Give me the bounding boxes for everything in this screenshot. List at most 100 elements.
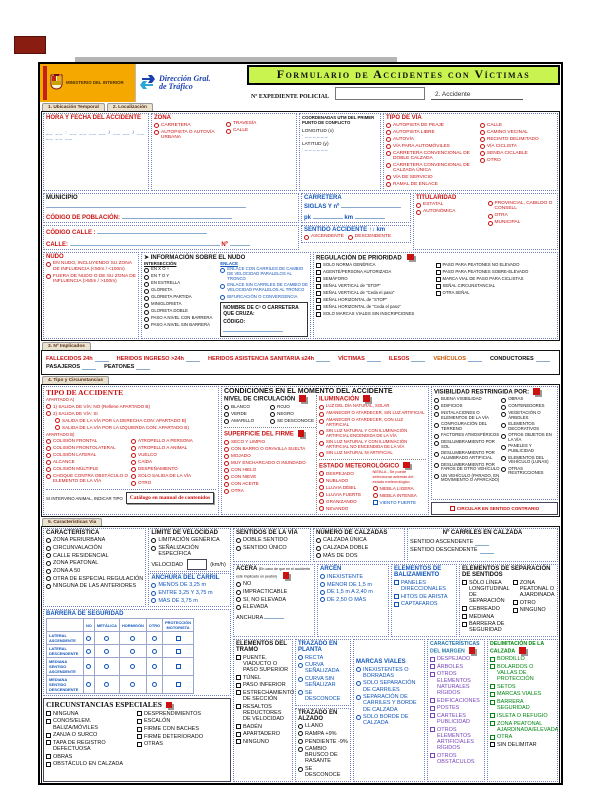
radio-icon[interactable] <box>224 467 229 473</box>
option-en-x-o-[interactable]: EN X O + <box>144 267 220 273</box>
option-traves-a[interactable]: TRAVESÍA <box>226 121 294 127</box>
accidente-tab[interactable]: 2. Accidente <box>431 91 523 100</box>
numero-blank[interactable] <box>229 239 250 246</box>
option-inexistentes-o-borradas[interactable]: INEXISTENTES O BORRADAS <box>356 667 422 679</box>
blank-field[interactable] <box>366 355 381 362</box>
radio-icon[interactable] <box>55 418 60 423</box>
radio-icon[interactable] <box>356 714 361 720</box>
checkbox-icon[interactable] <box>316 284 321 290</box>
option-inexistente[interactable]: INEXISTENTE <box>320 574 386 580</box>
radio-icon[interactable] <box>46 583 51 589</box>
option-factores-atmosf-ricos[interactable]: FACTORES ATMOSFÉRICOS <box>434 432 501 439</box>
radio-icon[interactable] <box>144 295 149 301</box>
radio-icon[interactable] <box>236 537 241 543</box>
influence-marker-icon[interactable] <box>533 388 540 395</box>
option-sentido-ascendente[interactable]: SENTIDO ASCENDENTE <box>410 539 555 546</box>
tab-ubicacion-temporal[interactable]: 1. Ubicación Temporal <box>42 103 105 111</box>
radio-icon[interactable] <box>46 404 51 409</box>
option-glorieta[interactable]: GLORIETA <box>144 288 220 294</box>
option-zona-peatonal-o-ajardinada[interactable]: ZONA PEATONAL O AJARDINADA <box>512 580 555 598</box>
option-autopista-o-autov-a-urbana[interactable]: AUTOPISTA O AUTOVÍA URBANA <box>154 130 222 141</box>
option-en-estrella[interactable]: EN ESTRELLA <box>144 281 220 287</box>
radio-icon[interactable] <box>298 766 303 772</box>
option-vuelco[interactable]: VUELCO <box>131 452 216 458</box>
option-deslumbramiento-por-faros-[interactable]: DESLUMBRAMIENTO POR FAROS DE OTRO VEHÍCU… <box>434 462 501 473</box>
radio-icon[interactable] <box>144 288 149 294</box>
option-con-hielo[interactable]: CON HIELO <box>224 467 316 473</box>
km-blank[interactable] <box>354 212 385 219</box>
checkbox-icon[interactable] <box>236 739 241 745</box>
checkbox-icon[interactable] <box>137 726 142 732</box>
option-sentido-descendente[interactable]: SENTIDO DESCENDENTE <box>410 547 555 555</box>
blank-field[interactable] <box>467 355 482 362</box>
option-paso-para-peatones-sobre-e[interactable]: PASO PARA PEATONES SOBRE-ELEVADO <box>435 269 556 276</box>
option-con-barro-o-gravilla-suelt[interactable]: CON BARRO O GRAVILLA SUELTA <box>224 446 316 452</box>
option-zanja-o-surco[interactable]: ZANJA O SURCO <box>46 732 137 738</box>
checkbox-icon[interactable] <box>462 621 467 627</box>
radio-icon[interactable] <box>434 397 439 403</box>
option-muy-encharcado-o-inundado[interactable]: MUY ENCHARCADO O INUNDADO <box>224 460 316 466</box>
cod-poblacion-blank[interactable] <box>121 212 232 219</box>
radio-icon[interactable] <box>319 506 324 512</box>
radio-icon[interactable] <box>86 682 92 688</box>
option-calzada-doble[interactable]: CALZADA DOBLE <box>316 545 402 551</box>
radio-icon[interactable] <box>386 163 391 169</box>
checkbox-icon[interactable] <box>435 270 441 276</box>
option--rboles[interactable]: ÁRBOLES <box>430 664 482 670</box>
checkbox-icon[interactable] <box>175 682 181 688</box>
option-pendiente-9-[interactable]: PENDIENTE -9% <box>298 739 348 745</box>
radio-icon[interactable] <box>86 635 92 641</box>
radio-icon[interactable] <box>236 581 241 587</box>
option-contenedores[interactable]: CONTENEDORES <box>501 403 555 410</box>
radio-icon[interactable] <box>356 667 361 673</box>
checkbox-icon[interactable] <box>430 664 435 670</box>
option-estrechamiento-de-secci-n[interactable]: ESTRECHAMIENTO DE SECCIÓN <box>236 690 294 702</box>
radio-icon[interactable] <box>372 486 378 492</box>
option-recinto-delimitado[interactable]: RECINTO DELIMITADO <box>479 137 555 142</box>
radio-icon[interactable] <box>356 680 361 686</box>
option-carretera[interactable]: CARRETERA <box>154 123 222 128</box>
radio-icon[interactable] <box>144 302 149 308</box>
radio-icon[interactable] <box>319 471 324 477</box>
option-postes[interactable]: POSTES <box>430 705 482 711</box>
checkbox-icon[interactable] <box>462 606 467 612</box>
option-con-aceite[interactable]: CON ACEITE <box>224 481 316 487</box>
option-autopista-libre[interactable]: AUTOPISTA LIBRE <box>386 130 480 135</box>
radio-icon[interactable] <box>501 397 507 403</box>
radio-icon[interactable] <box>501 444 507 450</box>
option-sin-luz-natural-y-con-ilum[interactable]: SIN LUZ NATURAL Y CON ILUMINACIÓN ARTIFI… <box>319 439 426 450</box>
checkbox-icon[interactable] <box>430 713 435 719</box>
option-obras[interactable]: OBRAS <box>46 754 137 760</box>
radio-icon[interactable] <box>144 309 149 315</box>
option-heridos-ingreso-24h[interactable]: HERIDOS INGRESO >24h <box>117 355 200 362</box>
option-sin-luz-natural-y-con-ilum[interactable]: SIN LUZ NATURAL Y CON ILUMINACIÓN ARTIFI… <box>319 428 426 439</box>
option-menos-de-3-25-m[interactable]: MENOS DE 3,25 m <box>151 582 228 588</box>
checkbox-icon[interactable] <box>490 742 495 748</box>
option-calzada-nica[interactable]: CALZADA ÚNICA <box>316 537 402 543</box>
pk-blank[interactable] <box>312 212 343 219</box>
option-carretera-convencional-de-[interactable]: CARRETERA CONVENCIONAL DE CALZADA ÚNICA <box>386 163 480 174</box>
option-lluvia-fuerte[interactable]: LLUVIA FUERTE <box>319 492 373 498</box>
blank-field[interactable] <box>82 363 97 370</box>
checkbox-icon[interactable] <box>490 656 495 662</box>
option-estatal[interactable]: ESTATAL <box>416 202 484 208</box>
checkbox-icon[interactable] <box>435 263 441 269</box>
option-en-t-o-y[interactable]: EN T O Y <box>144 274 220 280</box>
option-lluvia-d-bil[interactable]: LLUVIA DÉBIL <box>319 485 373 491</box>
option-amanecer-o-atardecer-sin-[interactable]: AMANECER O ATARDECER, SIN LUZ ARTIFICIAL <box>319 410 426 417</box>
radio-icon[interactable] <box>224 404 229 410</box>
option-otra[interactable]: OTRA <box>490 734 555 740</box>
checkbox-icon[interactable] <box>175 664 181 670</box>
radio-icon[interactable] <box>319 440 324 446</box>
radio-icon[interactable] <box>501 411 507 417</box>
option-fuera-de-nudo-o-de-su-zona[interactable]: FUERA DE NUDO O DE SU ZONA DE INFLUENCIA… <box>46 274 136 285</box>
radio-icon[interactable] <box>270 404 275 410</box>
radio-icon[interactable] <box>386 137 391 142</box>
radio-icon[interactable] <box>320 597 325 603</box>
option-elevada[interactable]: ELEVADA <box>236 604 312 610</box>
option-se-desconoce[interactable]: SE DESCONOCE <box>298 766 348 778</box>
option-colisi-n-lateral[interactable]: COLISIÓN LATERAL <box>46 452 131 458</box>
checkbox-icon[interactable] <box>137 718 142 724</box>
radio-icon[interactable] <box>224 460 229 466</box>
expediente-input[interactable] <box>335 86 425 100</box>
